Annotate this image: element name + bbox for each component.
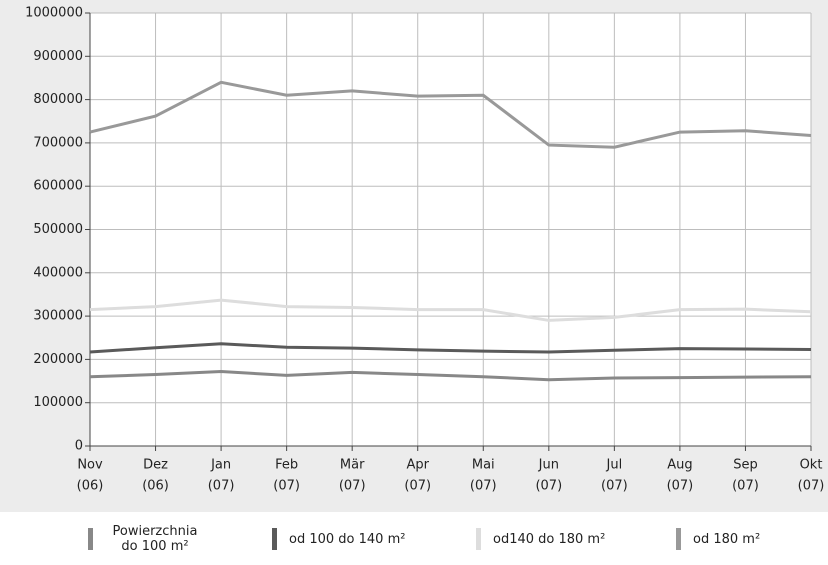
y-tick-label: 900000 bbox=[33, 49, 83, 64]
x-tick-label: (07) bbox=[404, 479, 431, 494]
legend-label: od 100 do 140 m² bbox=[289, 531, 406, 547]
y-tick-label: 300000 bbox=[33, 309, 83, 324]
x-tick-label: Dez bbox=[143, 458, 168, 473]
y-tick-label: 0 bbox=[75, 439, 83, 454]
x-tick-label: (07) bbox=[273, 479, 300, 494]
x-tick-label: (07) bbox=[535, 479, 562, 494]
y-tick-label: 800000 bbox=[33, 92, 83, 107]
y-tick-label: 600000 bbox=[33, 179, 83, 194]
x-tick-label: Okt bbox=[800, 458, 823, 473]
legend-swatch bbox=[476, 528, 481, 550]
y-tick-label: 1000000 bbox=[25, 6, 83, 21]
x-tick-label: Feb bbox=[275, 458, 298, 473]
x-tick-label: Jun bbox=[538, 458, 559, 473]
legend-item: od 100 do 140 m² bbox=[272, 519, 452, 559]
x-tick-label: (06) bbox=[142, 479, 169, 494]
y-tick-label: 200000 bbox=[33, 352, 83, 367]
x-tick-label: (07) bbox=[667, 479, 694, 494]
x-tick-label: Apr bbox=[406, 458, 429, 473]
legend-label: od 180 m² bbox=[693, 531, 761, 547]
legend-swatch bbox=[272, 528, 277, 550]
x-tick-label: (07) bbox=[798, 479, 825, 494]
legend-item: od140 do 180 m² bbox=[476, 519, 656, 559]
series-line bbox=[89, 80, 812, 149]
x-tick-label: (07) bbox=[732, 479, 759, 494]
legend-swatch bbox=[88, 528, 93, 550]
x-tick-label: (07) bbox=[339, 479, 366, 494]
legend-label: Powierzchnia do 100 m² bbox=[112, 524, 198, 554]
legend-item: od 180 m² bbox=[676, 519, 806, 559]
legend-label: od140 do 180 m² bbox=[493, 531, 606, 547]
x-tick-label: (06) bbox=[77, 479, 104, 494]
x-tick-label: Sep bbox=[733, 458, 758, 473]
x-tick-label: (07) bbox=[208, 479, 235, 494]
x-tick-label: (07) bbox=[601, 479, 628, 494]
y-tick-label: 100000 bbox=[33, 395, 83, 410]
x-tick-label: (07) bbox=[470, 479, 497, 494]
x-tick-label: Aug bbox=[667, 458, 692, 473]
x-tick-label: Nov bbox=[77, 458, 103, 473]
x-tick-label: Jan bbox=[210, 458, 231, 473]
series-line bbox=[89, 342, 812, 354]
legend-item: Powierzchnia do 100 m² bbox=[88, 519, 218, 559]
y-tick-label: 700000 bbox=[33, 135, 83, 150]
legend-swatch bbox=[676, 528, 681, 550]
series-line bbox=[89, 370, 812, 382]
x-tick-label: Mär bbox=[340, 458, 365, 473]
y-tick-label: 400000 bbox=[33, 265, 83, 280]
x-tick-label: Jul bbox=[606, 458, 623, 473]
y-tick-label: 500000 bbox=[33, 222, 83, 237]
x-tick-label: Mai bbox=[472, 458, 495, 473]
series-line bbox=[89, 298, 812, 322]
